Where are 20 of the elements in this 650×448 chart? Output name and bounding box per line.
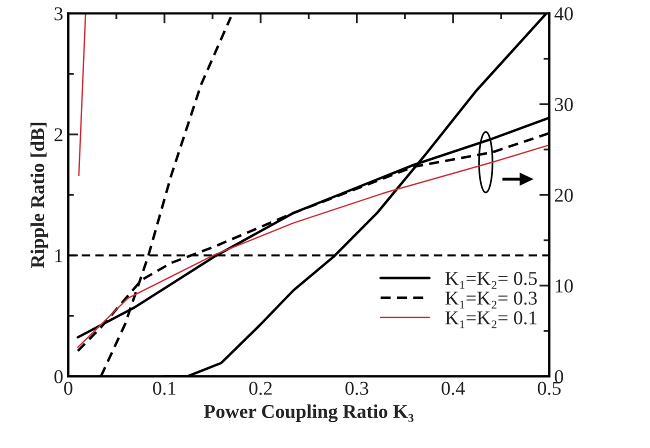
y2-tick-label: 0: [554, 370, 564, 384]
y-axis-title: Ripple Ratio [dB]: [30, 122, 48, 268]
x-axis-title: Power Coupling Ratio K₃: [204, 404, 414, 422]
x-tick-label: 0.5: [538, 382, 561, 395]
legend-label: K₁=K₂= 0.3: [445, 292, 537, 308]
y2-tick-label: 30: [555, 98, 573, 112]
x-tick-label: 0.3: [345, 382, 368, 395]
y-tick-label: 1: [55, 249, 62, 262]
x-tick-label: 0.1: [153, 382, 176, 395]
y2-tick-label: 40: [554, 7, 573, 20]
y2-tick-label: 20: [554, 188, 573, 202]
x-tick-label: 0.4: [442, 382, 465, 395]
x-tick-label: 0: [64, 382, 72, 395]
y-tick-label: 3: [54, 7, 63, 20]
y-tick-label: 0: [54, 370, 63, 384]
x-tick-label: 0.2: [249, 382, 272, 395]
y2-tick-label: 10: [556, 279, 573, 293]
y-tick-label: 2: [54, 128, 62, 142]
legend-label: K₁=K₂= 0.5: [445, 272, 537, 289]
legend-label: K₁=K₂= 0.1: [445, 311, 536, 328]
